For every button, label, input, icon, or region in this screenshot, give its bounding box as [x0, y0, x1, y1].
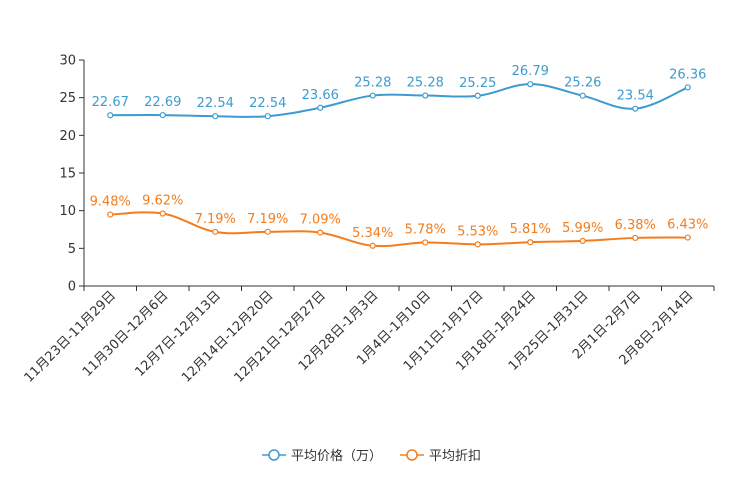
data-label: 26.36	[669, 67, 706, 82]
data-label: 5.99%	[562, 221, 603, 236]
data-label: 22.67	[92, 95, 129, 110]
data-label: 22.54	[197, 96, 234, 111]
data-point	[527, 81, 534, 88]
data-point	[264, 113, 271, 120]
data-label: 25.28	[407, 76, 444, 91]
x-tick-label: 12月14日-12月20日	[179, 288, 276, 385]
data-label: 9.62%	[142, 194, 183, 209]
data-point	[107, 112, 114, 119]
legend-item-avg-discount[interactable]: 平均折扣	[400, 449, 481, 464]
data-point	[159, 210, 166, 217]
data-label: 25.28	[354, 76, 391, 91]
data-label: 9.48%	[90, 195, 131, 210]
data-label: 7.19%	[247, 212, 288, 227]
data-label: 23.66	[302, 88, 339, 103]
data-point	[422, 239, 429, 246]
data-point	[474, 241, 481, 248]
data-label: 25.25	[459, 76, 496, 91]
data-label: 22.54	[249, 96, 286, 111]
data-label: 5.81%	[510, 222, 551, 237]
data-label: 6.43%	[667, 218, 708, 233]
data-label: 23.54	[617, 89, 654, 104]
data-point	[684, 234, 691, 241]
data-point	[212, 228, 219, 235]
x-tick-label: 12月21日-12月27日	[232, 288, 329, 385]
series-line	[110, 83, 689, 118]
y-tick-label: 25	[59, 91, 76, 106]
series-avg-price: 22.67 22.69 22.54 22.54 23.66 25.28 25.28 25.25…	[92, 64, 706, 120]
data-label: 5.53%	[457, 224, 498, 239]
chart-series: 22.67 22.69 22.54 22.54 23.66 25.28 25.28 25.25…	[90, 64, 708, 249]
data-label: 6.38%	[615, 218, 656, 233]
y-tick-label: 15	[59, 167, 76, 182]
data-point	[632, 105, 639, 112]
data-point	[474, 92, 481, 99]
data-point	[317, 229, 324, 236]
legend-item-avg-price[interactable]: 平均价格（万）	[262, 448, 382, 464]
data-label: 7.09%	[300, 213, 341, 228]
y-tick-label: 0	[68, 280, 76, 295]
y-tick-label: 30	[59, 54, 76, 69]
series-avg-discount: 9.48% 9.62% 7.19% 7.19% 7.09% 5.34% 5.78% 5.53%…	[90, 194, 708, 249]
data-point	[369, 92, 376, 99]
chart-legend[interactable]: 平均价格（万） 平均折扣	[262, 448, 481, 464]
y-tick-label: 5	[68, 242, 76, 257]
legend-label: 平均价格（万）	[291, 448, 382, 464]
series-line	[110, 211, 688, 248]
data-label: 5.78%	[405, 222, 446, 237]
legend-marker	[406, 449, 418, 461]
data-label: 25.26	[564, 76, 601, 91]
data-point	[422, 92, 429, 99]
data-point	[317, 104, 324, 111]
legend-marker	[268, 449, 280, 461]
y-tick-label: 20	[59, 129, 76, 144]
data-point	[579, 92, 586, 99]
data-point	[159, 111, 166, 119]
data-label: 5.34%	[352, 226, 393, 241]
data-point	[684, 84, 691, 91]
data-label: 7.19%	[195, 212, 236, 227]
data-point	[632, 234, 639, 242]
data-point	[212, 113, 219, 120]
y-tick-label: 10	[59, 204, 76, 219]
data-label: 26.79	[512, 64, 549, 79]
legend-label: 平均折扣	[429, 449, 481, 464]
data-point	[369, 242, 376, 249]
data-point	[264, 228, 271, 235]
data-label: 22.69	[144, 95, 181, 110]
data-point	[579, 237, 586, 244]
data-point	[107, 211, 114, 218]
data-point	[527, 239, 534, 246]
x-tick-label: 11月23日-11月29日	[22, 288, 119, 385]
